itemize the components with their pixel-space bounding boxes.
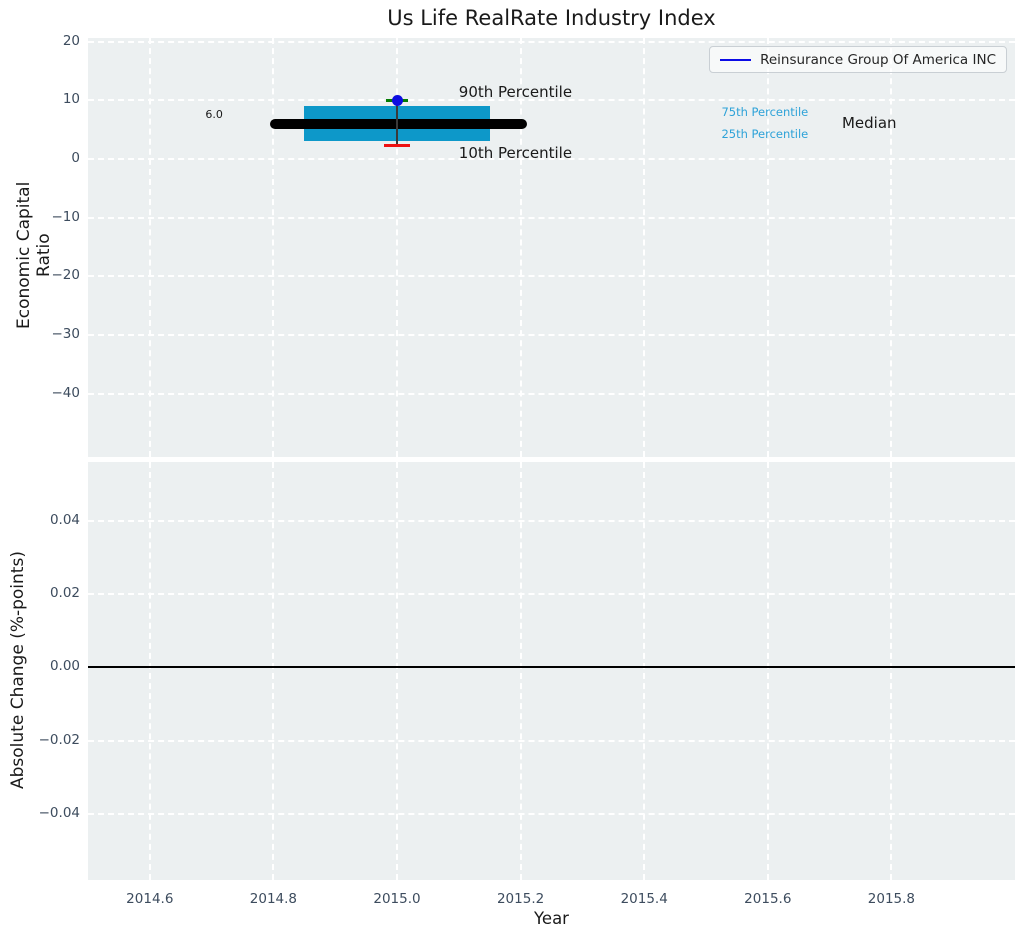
median-line [270, 118, 527, 129]
x-tick-label: 2015.4 [620, 891, 668, 907]
y-tick-label: 0.04 [49, 511, 80, 528]
median-value-label: 6.0 [205, 107, 223, 121]
y-tick-label: −0.02 [38, 731, 80, 748]
gridline-vertical [643, 462, 646, 880]
gridline-vertical [766, 462, 769, 880]
p90-label: 90th Percentile [458, 83, 573, 102]
gridline-vertical [272, 38, 275, 457]
chart-title: Us Life RealRate Industry Index [387, 6, 716, 30]
gridline-vertical [272, 462, 275, 880]
gridline-horizontal [88, 519, 1015, 522]
top-axes: Reinsurance Group Of America INC 90th Pe… [88, 38, 1015, 457]
zero-line [88, 666, 1015, 669]
gridline-horizontal [88, 593, 1015, 595]
median-label: Median [841, 113, 897, 132]
gridline-horizontal [88, 216, 1015, 219]
legend-line-sample [720, 58, 752, 61]
gridline-vertical [396, 38, 398, 457]
top-y-axis-label: Economic Capital Ratio [14, 181, 54, 329]
gridline-horizontal [88, 99, 1015, 102]
gridline-vertical [148, 38, 151, 457]
gridline-horizontal [88, 739, 1015, 742]
y-tick-label: 0 [71, 149, 80, 166]
gridline-vertical [766, 38, 769, 457]
bottom-axes [88, 462, 1015, 880]
gridline-horizontal [88, 40, 1015, 43]
y-tick-label: −10 [51, 208, 81, 225]
gridline-horizontal [88, 275, 1015, 278]
gridline-vertical [890, 462, 893, 880]
x-tick-label: 2015.2 [496, 891, 545, 907]
whisker-line [396, 100, 398, 146]
y-tick-label: 10 [62, 91, 80, 108]
p10-tick [383, 144, 411, 148]
y-tick-label: 0.02 [49, 585, 80, 601]
gridline-horizontal [88, 813, 1015, 815]
y-tick-label: −40 [51, 384, 81, 401]
gridline-vertical [519, 462, 522, 880]
gridline-horizontal [88, 333, 1015, 336]
p25-label: 25th Percentile [721, 127, 809, 142]
y-tick-label: 20 [62, 32, 80, 49]
company-value-dot [391, 94, 403, 106]
x-tick-label: 2014.6 [126, 891, 174, 907]
x-tick-label: 2015.6 [744, 891, 792, 907]
legend-label: Reinsurance Group Of America INC [760, 51, 996, 68]
y-tick-label: −0.04 [38, 805, 80, 821]
gridline-vertical [643, 38, 646, 457]
x-tick-label: 2014.8 [249, 891, 298, 907]
gridline-vertical [148, 462, 151, 880]
x-tick-label: 2015.0 [373, 891, 421, 907]
p75-label: 75th Percentile [721, 104, 809, 119]
gridline-vertical [396, 462, 398, 880]
legend: Reinsurance Group Of America INC [709, 46, 1007, 73]
y-tick-label: 0.00 [49, 658, 80, 675]
gridline-horizontal [88, 392, 1015, 395]
y-tick-label: −20 [51, 267, 81, 284]
x-axis-label: Year [534, 909, 569, 928]
gridline-vertical [890, 38, 893, 457]
p10-label: 10th Percentile [458, 144, 573, 163]
y-tick-label: −30 [51, 325, 81, 342]
x-tick-label: 2015.8 [867, 891, 916, 907]
gridline-vertical [519, 38, 522, 457]
gridline-horizontal [88, 157, 1015, 160]
